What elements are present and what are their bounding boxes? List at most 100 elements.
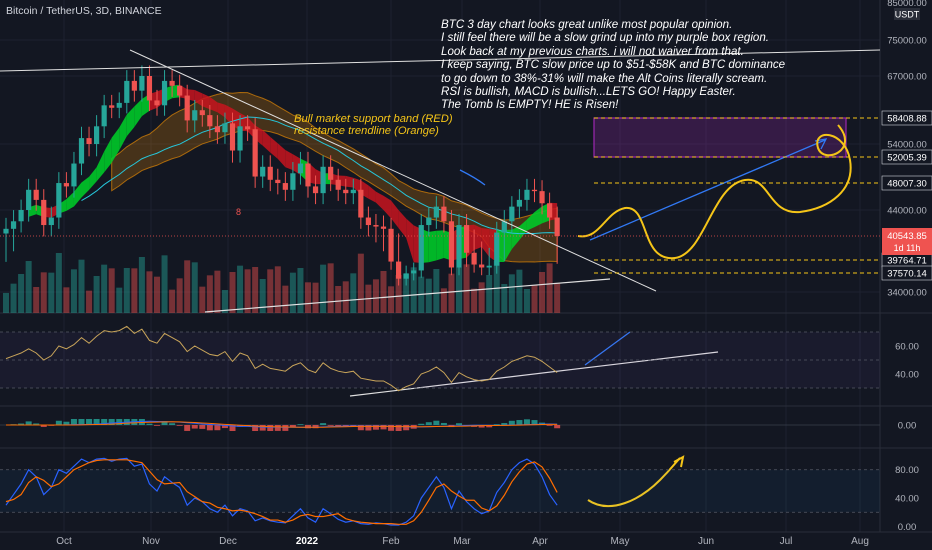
- candle-body: [547, 203, 553, 218]
- volume-bar: [410, 267, 417, 313]
- price-level-label: 39764.71: [887, 256, 927, 267]
- volume-bar: [463, 264, 470, 313]
- price-level-label: 37570.14: [887, 269, 927, 280]
- volume-bar: [516, 269, 523, 313]
- volume-bar: [138, 257, 145, 313]
- candle-body: [486, 265, 492, 268]
- support-band-segment: [202, 93, 210, 110]
- macd-histogram-bar: [154, 425, 160, 426]
- volume-bar: [176, 278, 183, 313]
- volume-bar: [146, 271, 153, 313]
- candle-body: [116, 102, 122, 108]
- macd-histogram-bar: [274, 425, 281, 431]
- volume-bar: [55, 253, 62, 313]
- support-band-segment: [81, 176, 90, 198]
- macd-histogram-bar: [425, 422, 432, 425]
- macd-tick-label: 0.00: [898, 421, 917, 432]
- macd-histogram-bar: [478, 425, 485, 428]
- volume-bar: [221, 290, 228, 313]
- volume-bar: [305, 282, 311, 313]
- candle-body: [335, 179, 341, 190]
- candle-body: [290, 173, 296, 190]
- note-line: BTC 3 day chart looks great unlike most …: [441, 18, 733, 31]
- volume-bar: [131, 268, 138, 313]
- volume-bar: [274, 266, 281, 313]
- price-level-label: 48007.30: [887, 179, 927, 190]
- volume-bar: [78, 259, 85, 313]
- support-band-segment: [511, 226, 520, 250]
- candle-body: [312, 186, 319, 194]
- candle-body: [214, 126, 220, 133]
- candle-body: [403, 273, 409, 279]
- candle-body: [539, 191, 545, 204]
- candle-body: [124, 80, 130, 103]
- volume-bar: [320, 264, 327, 313]
- macd-histogram-bar: [70, 419, 77, 425]
- note-line: The Tomb Is EMPTY! HE is Risen!: [441, 98, 619, 112]
- price-tick-label: 85000.00: [887, 0, 927, 9]
- stoch-tick-label: 80.00: [895, 465, 919, 476]
- volume-bar: [18, 274, 25, 313]
- volume-bar: [471, 288, 478, 313]
- candle-body: [426, 217, 432, 226]
- time-axis[interactable]: Oct Nov Dec 2022 Feb Mar Apr May Jun Jul Aug: [0, 531, 932, 547]
- signal-marker: 8: [236, 207, 241, 217]
- macd-histogram-bar: [33, 423, 40, 425]
- candle-body: [169, 80, 175, 86]
- candle-body: [3, 228, 9, 234]
- support-band-segment: [104, 137, 112, 173]
- candle-body: [48, 217, 54, 226]
- volume-bar: [327, 263, 334, 313]
- macd-histogram-bar: [365, 425, 372, 431]
- macd-histogram-bar: [176, 425, 183, 426]
- volume-bar: [93, 276, 100, 313]
- indicator-panes: 40.00 60.00 0.00 0.00 40.00 80.00: [0, 325, 919, 533]
- price-tick-label: 34000.00: [887, 288, 927, 299]
- macd-histogram-bar: [199, 425, 206, 429]
- volume-bar: [244, 269, 251, 313]
- chart-note: BTC 3 day chart looks great unlike most …: [441, 18, 841, 112]
- volume-bar: [388, 286, 395, 313]
- candle-body: [275, 179, 281, 184]
- support-band-segment: [368, 185, 376, 203]
- volume-bar: [206, 275, 213, 313]
- price-axis[interactable]: 34000.00 44000.00 54000.00 67000.00 75000.00…: [887, 0, 927, 299]
- volume-bar: [486, 275, 493, 313]
- long-trendline: [0, 49, 881, 72]
- time-tick-label: Feb: [382, 536, 400, 547]
- note-line: RSI is bullish, MACD is bullish...LETS G…: [441, 85, 736, 99]
- candle-body: [184, 95, 190, 121]
- candle-body: [41, 199, 47, 226]
- candle-body: [373, 225, 379, 227]
- volume-bar: [554, 282, 561, 313]
- candle-body: [78, 138, 85, 164]
- volume-bar: [169, 289, 176, 313]
- macd-histogram-bar: [486, 425, 493, 428]
- macd-histogram-bar: [531, 420, 538, 425]
- candle-body: [479, 264, 485, 268]
- support-band-segment: [73, 182, 82, 207]
- candle-body: [245, 126, 251, 130]
- volume-bar: [456, 267, 462, 313]
- price-level-label: 52005.39: [887, 153, 927, 164]
- support-band-segment: [406, 218, 414, 263]
- macd-histogram-bar: [403, 425, 410, 431]
- macd-histogram-bar: [40, 425, 47, 427]
- volume-bar: [493, 260, 500, 313]
- volume-bar: [123, 268, 130, 313]
- candles-layer[interactable]: [3, 65, 560, 286]
- support-band-segment: [481, 227, 490, 257]
- support-band-segment: [398, 210, 407, 238]
- stoch-d-line: [5, 459, 558, 525]
- macd-histogram-bar: [327, 425, 334, 426]
- support-band-segment: [262, 129, 271, 153]
- volume-bar: [161, 255, 168, 313]
- candle-body: [56, 183, 62, 218]
- volume-bar: [539, 272, 546, 313]
- candle-body: [471, 252, 477, 265]
- support-band-segment: [534, 206, 543, 228]
- macd-histogram-bar: [55, 420, 62, 425]
- macd-histogram-bar: [320, 423, 327, 425]
- volume-bar: [184, 260, 191, 313]
